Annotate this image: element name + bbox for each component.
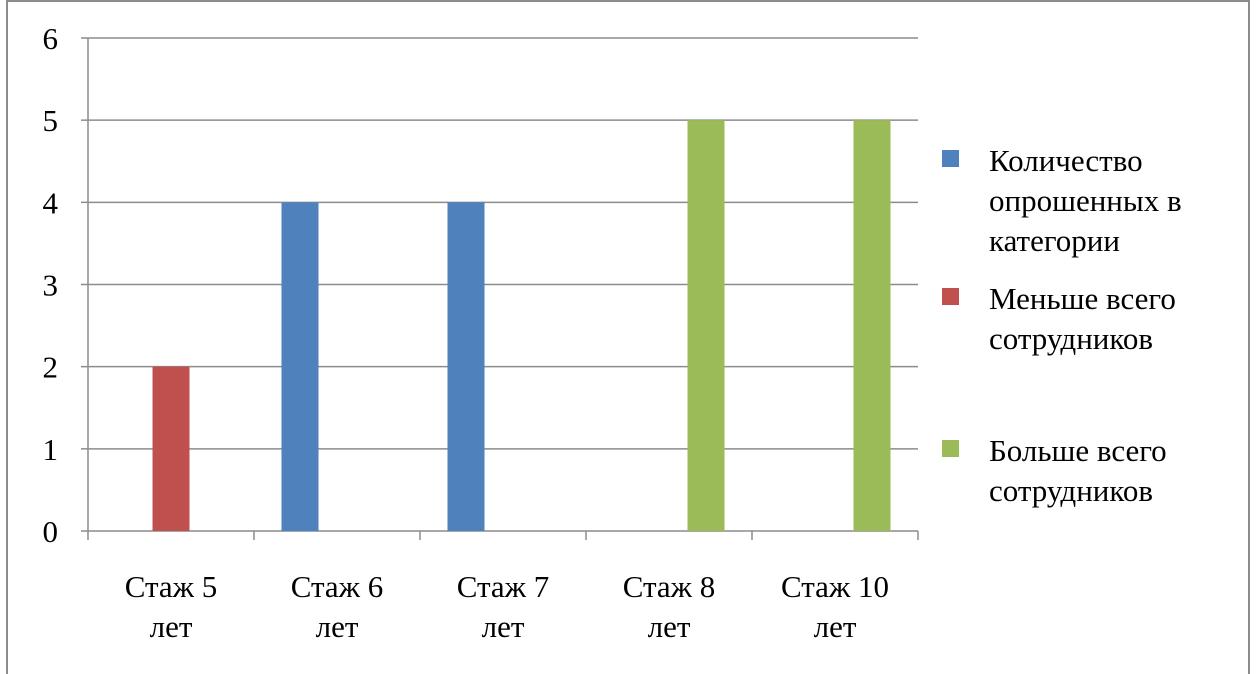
y-tick-label: 4	[43, 185, 59, 220]
legend-swatch	[942, 440, 959, 457]
x-tick-label: Стаж 5 лет	[125, 569, 218, 644]
bar	[853, 120, 891, 532]
y-tick-label: 0	[43, 514, 59, 549]
y-tick-label: 3	[43, 268, 59, 303]
x-tick-labels: Стаж 5 лет Стаж 6 лет Стаж 7 лет Стаж 8 лет Стаж…	[125, 569, 889, 644]
y-tick-label: 2	[43, 350, 59, 385]
bar	[281, 202, 319, 532]
bar	[687, 120, 725, 532]
x-tick-label: Стаж 10 лет	[781, 569, 889, 644]
y-tick-label: 6	[43, 21, 59, 56]
legend-swatch	[942, 150, 959, 167]
legend-swatch	[942, 288, 959, 305]
legend: Количество опрошенных в категории Меньше вс…	[942, 143, 1182, 508]
chart-frame	[6, 0, 1250, 674]
y-tick-labels: 0 1 2 3 4 5 6	[43, 21, 59, 549]
legend-label: Количество опрошенных в категории	[989, 143, 1182, 258]
bars	[152, 120, 891, 532]
bar	[152, 366, 190, 531]
y-tick-label: 5	[43, 103, 59, 138]
y-tick-label: 1	[43, 432, 59, 467]
bar	[447, 202, 485, 532]
legend-label: Больше всего сотрудников	[989, 433, 1167, 508]
x-tick-label: Стаж 8 лет	[623, 569, 716, 644]
x-tick-label: Стаж 6 лет	[291, 569, 384, 644]
gridlines	[88, 37, 918, 450]
legend-label: Меньше всего сотрудников	[989, 281, 1176, 356]
axes	[81, 37, 919, 540]
x-tick-label: Стаж 7 лет	[457, 569, 550, 644]
